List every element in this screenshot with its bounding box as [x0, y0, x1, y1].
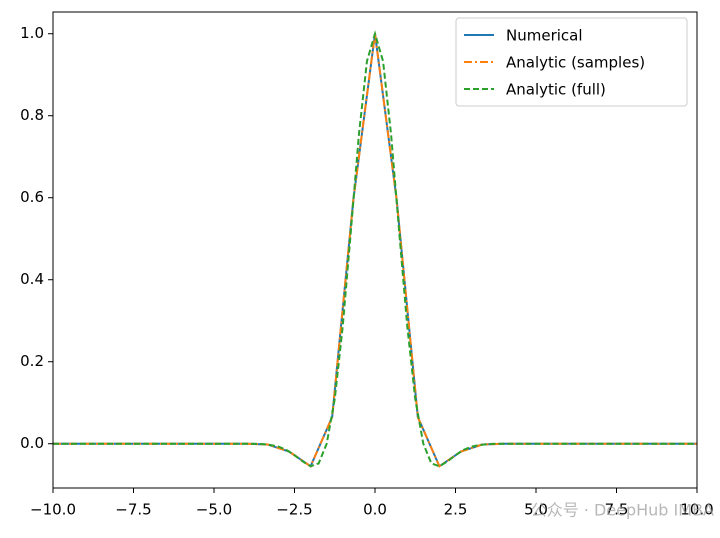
x-tick-label: −7.5	[115, 501, 151, 519]
x-tick-label: −2.5	[276, 501, 312, 519]
legend-label: Analytic (samples)	[506, 54, 645, 72]
y-tick-label: 0.0	[20, 434, 44, 452]
y-tick-label: 0.6	[20, 188, 44, 206]
legend-label: Numerical	[506, 27, 583, 45]
x-tick-label: 7.5	[605, 501, 629, 519]
x-tick-label: 0.0	[363, 501, 387, 519]
series-line	[53, 30, 697, 468]
y-tick-label: 1.0	[20, 24, 44, 42]
legend-label: Analytic (full)	[506, 81, 606, 99]
y-tick-label: 0.2	[20, 352, 44, 370]
x-tick-label: −10.0	[30, 501, 76, 519]
y-tick-label: 0.4	[20, 270, 44, 288]
x-tick-label: −5.0	[196, 501, 232, 519]
watermark: 公众号 · DeepHub IMBA	[531, 501, 714, 520]
x-tick-label: 2.5	[444, 501, 468, 519]
y-tick-label: 0.8	[20, 106, 44, 124]
x-tick-label: 5.0	[524, 501, 548, 519]
legend-box	[455, 17, 688, 107]
x-tick-label: 10.0	[680, 501, 713, 519]
